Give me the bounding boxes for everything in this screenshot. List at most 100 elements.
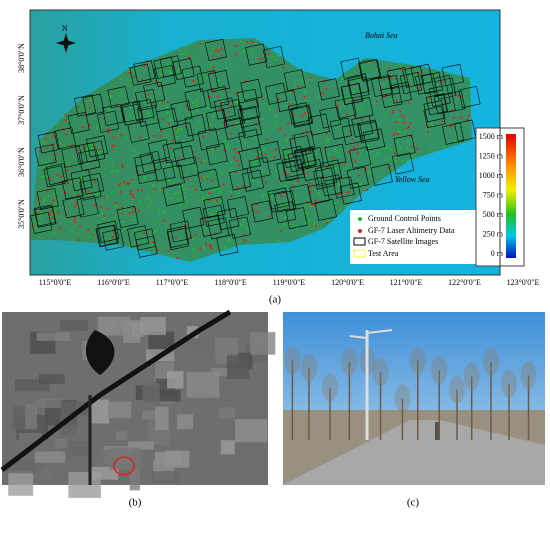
map-frame	[29, 9, 501, 276]
control-point	[375, 163, 378, 167]
control-point	[190, 142, 193, 145]
control-point	[397, 119, 400, 122]
image-footprint	[259, 140, 282, 163]
image-footprint	[205, 142, 228, 166]
control-point	[327, 154, 330, 157]
control-point	[201, 195, 204, 199]
control-point	[288, 151, 291, 154]
control-point	[151, 243, 154, 246]
control-point	[177, 191, 180, 194]
laser-point	[394, 77, 397, 80]
laser-point	[129, 190, 132, 193]
control-point	[208, 123, 212, 126]
laser-point	[120, 212, 123, 216]
image-footprint	[229, 168, 252, 191]
control-point	[86, 162, 89, 165]
laser-point	[399, 68, 402, 71]
laser-point	[154, 80, 157, 83]
laser-point	[287, 122, 290, 125]
laser-point	[114, 201, 117, 204]
control-point	[177, 198, 180, 201]
image-footprint	[315, 164, 338, 187]
control-point	[394, 159, 397, 162]
control-point	[268, 107, 271, 111]
control-point	[126, 165, 129, 168]
laser-point	[287, 102, 291, 105]
field	[55, 438, 68, 449]
control-point	[110, 170, 113, 173]
laser-point	[236, 159, 239, 162]
control-point	[393, 73, 396, 76]
control-point	[166, 105, 169, 108]
laser-point	[269, 215, 272, 218]
control-point	[178, 105, 181, 109]
legend-box	[350, 210, 480, 264]
control-point	[116, 169, 119, 172]
image-footprint	[313, 167, 336, 190]
image-footprint	[102, 228, 125, 251]
laser-point	[376, 100, 379, 103]
laser-point	[456, 94, 460, 97]
image-footprint	[359, 59, 382, 82]
control-point	[285, 156, 288, 159]
field	[129, 468, 140, 491]
sea-label: Bohai Sea	[365, 31, 398, 40]
control-point	[38, 166, 41, 169]
field	[9, 441, 37, 450]
control-point	[340, 97, 343, 100]
laser-point	[138, 209, 141, 213]
image-footprint	[347, 73, 370, 96]
control-point	[263, 102, 267, 105]
image-footprint	[79, 178, 102, 201]
laser-point	[230, 195, 233, 198]
control-point	[40, 175, 43, 178]
latitude-label: 38°0'0"N	[17, 43, 26, 73]
latitude-label: 35°0'0"N	[17, 199, 26, 229]
laser-point	[467, 114, 470, 117]
control-point	[108, 237, 111, 241]
control-point	[153, 219, 156, 223]
image-footprint	[162, 141, 185, 164]
laser-point	[297, 85, 300, 88]
laser-point	[305, 130, 308, 133]
control-point	[152, 191, 155, 194]
control-point	[215, 187, 218, 190]
laser-point	[161, 117, 165, 121]
control-point	[150, 97, 153, 100]
image-footprint	[245, 43, 268, 66]
control-point	[355, 184, 359, 187]
laser-point	[208, 192, 211, 195]
control-point	[202, 197, 205, 200]
control-point	[147, 204, 151, 207]
control-point	[457, 124, 460, 127]
control-point	[79, 106, 82, 109]
control-point	[429, 148, 432, 151]
laser-point	[75, 202, 78, 205]
control-point	[412, 156, 415, 159]
control-point	[87, 193, 90, 197]
control-point	[357, 108, 360, 111]
laser-point	[261, 98, 264, 101]
control-point	[366, 169, 370, 172]
image-footprint	[317, 78, 340, 101]
laser-point	[411, 145, 414, 148]
laser-point	[453, 116, 456, 119]
image-footprint	[134, 153, 157, 176]
field	[226, 355, 250, 380]
control-point	[327, 220, 330, 223]
longitude-label: 121°0'0"E	[390, 278, 423, 287]
image-footprint	[132, 99, 155, 122]
laser-point	[102, 195, 106, 198]
control-point	[212, 148, 215, 151]
control-point	[119, 91, 123, 94]
control-point	[133, 218, 136, 222]
control-point	[164, 182, 167, 185]
control-point	[342, 178, 345, 181]
laser-point	[159, 134, 162, 138]
control-point	[303, 91, 307, 94]
control-point	[294, 198, 297, 201]
laser-point	[184, 125, 187, 129]
photo-panel	[283, 312, 545, 485]
laser-point	[383, 78, 386, 81]
image-footprint	[293, 147, 317, 170]
